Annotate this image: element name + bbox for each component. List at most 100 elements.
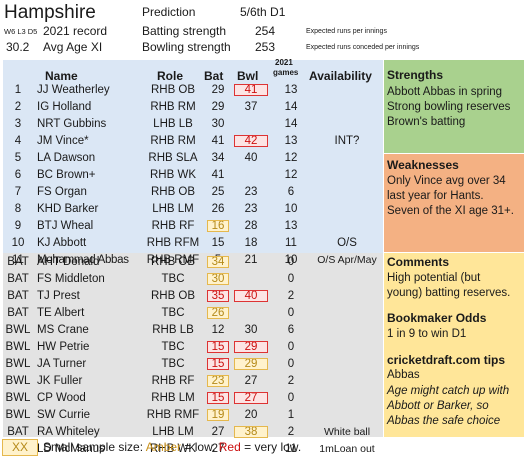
batting-strength-value: 254 (255, 24, 276, 38)
player-bat-flag: 19 (207, 408, 229, 421)
player-name: KHD Barker (37, 202, 99, 215)
player-availability (311, 166, 383, 183)
player-row: BAT RA Whiteley LHB LM 27 38 2 White ball (3, 423, 383, 440)
player-name: JJ Weatherley (37, 83, 110, 96)
legend-swatch: XX (2, 439, 38, 457)
player-role: TBC (161, 306, 185, 319)
legend-red: Red (218, 440, 241, 454)
odds-text: 1 in 9 to win D1 (387, 328, 467, 340)
player-games: 1 (287, 408, 295, 421)
col-name: Name (45, 69, 78, 83)
player-availability (311, 253, 383, 270)
legend-amber: Amber (145, 440, 182, 454)
player-availability (311, 200, 383, 217)
player-games: 12 (284, 168, 298, 181)
player-position: 1 (14, 83, 22, 96)
player-bat: 26 (205, 304, 231, 321)
player-availability (311, 355, 383, 372)
player-bwl: 18 (244, 236, 258, 249)
player-position: 10 (11, 236, 25, 249)
player-position: BAT (7, 425, 29, 438)
player-role: RHB RMF (146, 253, 200, 266)
player-position: 3 (14, 117, 22, 130)
player-bwl: 27 (244, 374, 258, 387)
player-games: 0 (287, 255, 295, 268)
strengths-heading: Strengths (387, 68, 444, 82)
player-bat-flag: 15 (207, 340, 229, 353)
player-availability (311, 98, 383, 115)
player-bwl: 29 (231, 338, 271, 355)
player-role: RHB OB (150, 185, 196, 198)
avg-age-value: 30.2 (6, 40, 30, 54)
player-games: 13 (284, 134, 298, 147)
player-role: LHB LM (152, 425, 194, 438)
col-games: games (273, 68, 299, 77)
strength-line: Abbott Abbas in spring (387, 86, 503, 98)
prediction-value: 5/6th D1 (240, 5, 286, 19)
player-row: 9 BTJ Wheal RHB RF 16 28 13 (3, 217, 383, 234)
player-bwl: 37 (244, 100, 258, 113)
player-availability: White ball (323, 425, 371, 438)
player-games: 0 (287, 272, 295, 285)
player-name: AHT Donald (37, 255, 100, 268)
player-games: 0 (287, 357, 295, 370)
reserves-panel (3, 253, 383, 437)
player-position: BAT (7, 272, 29, 285)
player-bat: 12 (211, 323, 225, 336)
player-role: RHB RMF (146, 408, 200, 421)
player-availability (311, 270, 383, 287)
player-bat: 19 (205, 406, 231, 423)
legend-prefix: Small sample size: (43, 440, 144, 454)
player-games: 10 (284, 202, 298, 215)
player-position: BWL (5, 391, 31, 404)
player-bat: 15 (205, 338, 231, 355)
player-name: FS Middleton (37, 272, 105, 285)
player-row: BWL CP Wood RHB LM 15 27 0 (3, 389, 383, 406)
player-bwl: 42 (231, 132, 271, 149)
player-bat-flag: 16 (207, 219, 229, 232)
player-bwl-flag: 27 (234, 391, 268, 404)
col-bat: Bat (204, 69, 224, 83)
player-bwl-flag: 29 (234, 357, 268, 370)
player-bat: 30 (205, 270, 231, 287)
legend-amber-desc: = low. (184, 440, 216, 454)
player-name: SW Currie (37, 408, 91, 421)
player-name: MS Crane (37, 323, 89, 336)
player-bwl (231, 270, 271, 287)
weakness-line: Seven of the XI age 31+. (387, 205, 514, 217)
odds-heading: Bookmaker Odds (387, 311, 487, 325)
player-row: 5 LA Dawson RHB SLA 34 40 12 (3, 149, 383, 166)
player-bat: 41 (211, 134, 225, 147)
player-position: BWL (5, 323, 31, 336)
player-position: 8 (14, 202, 22, 215)
player-bat-flag: 15 (207, 357, 229, 370)
player-bwl: 21 (244, 253, 258, 266)
player-name: LD McManus (37, 442, 105, 455)
col-bwl: Bwl (237, 69, 259, 83)
tips-pick: Abbas (387, 369, 420, 381)
player-games: 11 (285, 236, 297, 249)
player-name: RA Whiteley (37, 425, 100, 438)
player-games: 0 (287, 340, 295, 353)
player-bat-flag: 34 (207, 255, 229, 268)
player-bwl: 38 (231, 423, 271, 440)
player-row: 8 KHD Barker LHB LM 26 23 10 (3, 200, 383, 217)
player-games: 14 (284, 117, 298, 130)
player-row: 6 BC Brown+ RHB WK 41 12 (3, 166, 383, 183)
player-games: 2 (287, 425, 295, 438)
player-position: BWL (5, 340, 31, 353)
team-title: Hampshire (4, 2, 96, 23)
bowling-strength-label: Bowling strength (142, 40, 231, 54)
player-bat: 27 (211, 425, 225, 438)
record-label: 2021 record (43, 24, 108, 38)
player-bwl: 23 (244, 185, 258, 198)
player-bwl (231, 115, 271, 132)
player-availability (311, 372, 383, 389)
player-bwl-flag: 40 (234, 289, 268, 302)
player-bat: 30 (211, 117, 225, 130)
player-row: 7 FS Organ RHB OB 25 23 6 (3, 183, 383, 200)
player-availability (311, 115, 383, 132)
player-name: JM Vince* (37, 134, 89, 147)
player-availability (311, 217, 383, 234)
player-bwl-flag: 38 (234, 425, 268, 438)
